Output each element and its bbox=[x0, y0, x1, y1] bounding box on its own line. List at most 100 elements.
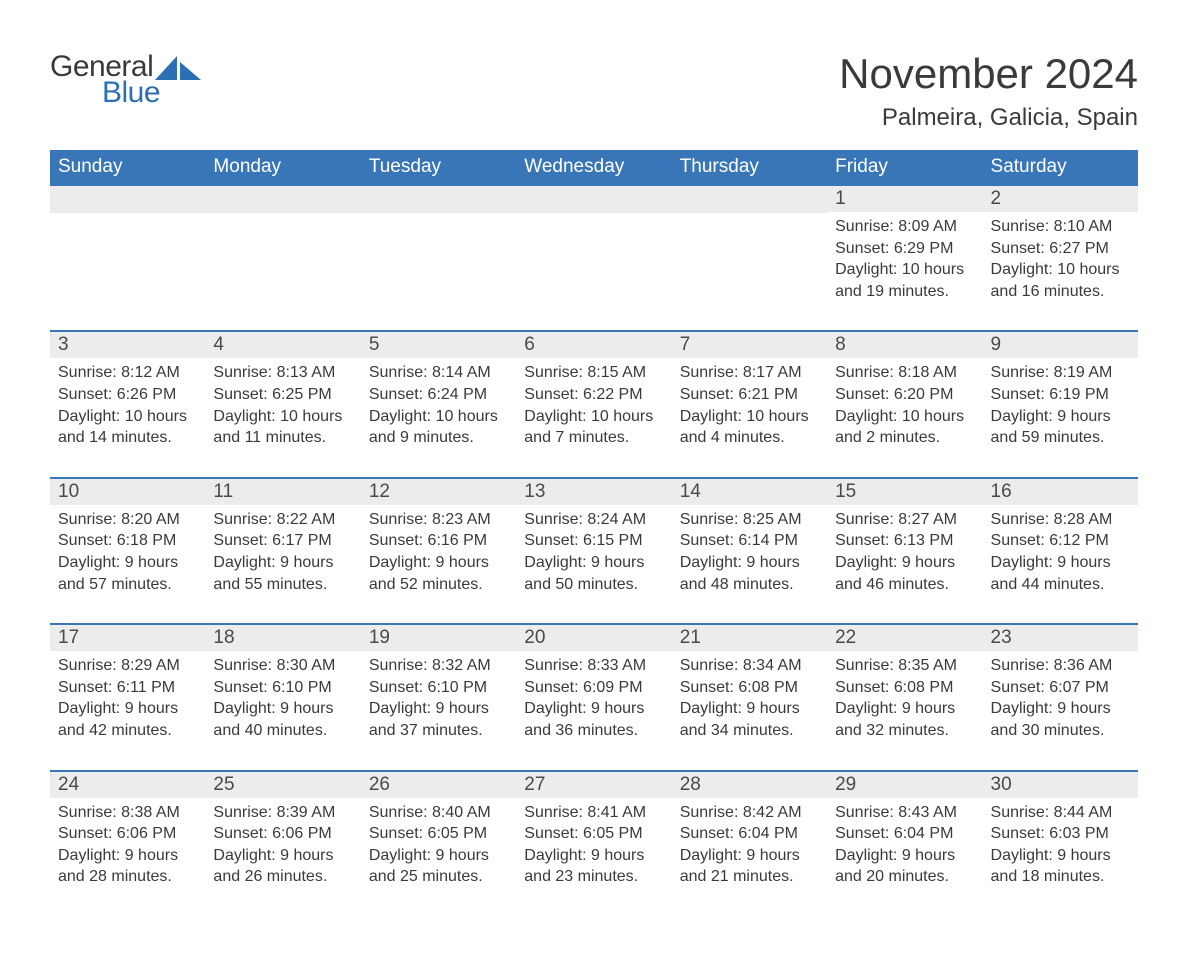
sunrise-line: Sunrise: 8:25 AM bbox=[680, 509, 819, 531]
sunset-value: 6:25 PM bbox=[272, 386, 332, 403]
day-number: 24 bbox=[58, 774, 79, 795]
daylight-line: Daylight: 9 hours and 57 minutes. bbox=[58, 552, 197, 595]
day-number-strip: 16 bbox=[983, 479, 1138, 505]
day-number-strip: 30 bbox=[983, 772, 1138, 798]
sunrise-line: Sunrise: 8:15 AM bbox=[524, 362, 663, 384]
daylight-line: Daylight: 9 hours and 55 minutes. bbox=[213, 552, 352, 595]
sunrise-label: Sunrise: bbox=[524, 804, 587, 821]
daylight-label: Daylight: bbox=[58, 700, 125, 717]
sunset-value: 6:03 PM bbox=[1049, 825, 1109, 842]
sunrise-line: Sunrise: 8:43 AM bbox=[835, 802, 974, 824]
day-number-strip: 14 bbox=[672, 479, 827, 505]
sunset-value: 6:26 PM bbox=[117, 386, 177, 403]
sunset-value: 6:08 PM bbox=[738, 679, 798, 696]
sunset-value: 6:21 PM bbox=[738, 386, 798, 403]
day-details: Sunrise: 8:35 AMSunset: 6:08 PMDaylight:… bbox=[835, 655, 974, 741]
sunrise-line: Sunrise: 8:09 AM bbox=[835, 216, 974, 238]
sunset-line: Sunset: 6:26 PM bbox=[58, 384, 197, 406]
daylight-line: Daylight: 9 hours and 46 minutes. bbox=[835, 552, 974, 595]
daylight-label: Daylight: bbox=[213, 847, 280, 864]
sunset-label: Sunset: bbox=[680, 679, 739, 696]
sunrise-line: Sunrise: 8:36 AM bbox=[991, 655, 1130, 677]
daylight-label: Daylight: bbox=[991, 261, 1058, 278]
sunset-line: Sunset: 6:14 PM bbox=[680, 530, 819, 552]
sunrise-label: Sunrise: bbox=[680, 657, 743, 674]
sunset-line: Sunset: 6:08 PM bbox=[835, 677, 974, 699]
day-cell: 9Sunrise: 8:19 AMSunset: 6:19 PMDaylight… bbox=[983, 331, 1138, 477]
sunrise-line: Sunrise: 8:38 AM bbox=[58, 802, 197, 824]
day-number-strip: 25 bbox=[205, 772, 360, 798]
sunrise-label: Sunrise: bbox=[991, 511, 1054, 528]
sunset-line: Sunset: 6:04 PM bbox=[835, 823, 974, 845]
daylight-line: Daylight: 9 hours and 18 minutes. bbox=[991, 845, 1130, 888]
sunset-line: Sunset: 6:12 PM bbox=[991, 530, 1130, 552]
day-cell: 18Sunrise: 8:30 AMSunset: 6:10 PMDayligh… bbox=[205, 624, 360, 770]
sunset-value: 6:05 PM bbox=[428, 825, 488, 842]
sunrise-value: 8:27 AM bbox=[898, 511, 957, 528]
sunrise-label: Sunrise: bbox=[58, 364, 121, 381]
day-number-strip: 7 bbox=[672, 332, 827, 358]
day-number-strip: 18 bbox=[205, 625, 360, 651]
day-cell: 26Sunrise: 8:40 AMSunset: 6:05 PMDayligh… bbox=[361, 771, 516, 916]
sunrise-line: Sunrise: 8:18 AM bbox=[835, 362, 974, 384]
day-number-strip bbox=[361, 186, 516, 213]
daylight-line: Daylight: 9 hours and 28 minutes. bbox=[58, 845, 197, 888]
day-number: 20 bbox=[524, 627, 545, 648]
sunset-line: Sunset: 6:27 PM bbox=[991, 238, 1130, 260]
sunset-label: Sunset: bbox=[524, 679, 583, 696]
day-number-strip bbox=[205, 186, 360, 213]
daylight-line: Daylight: 9 hours and 44 minutes. bbox=[991, 552, 1130, 595]
day-cell: 12Sunrise: 8:23 AMSunset: 6:16 PMDayligh… bbox=[361, 478, 516, 624]
sunrise-value: 8:33 AM bbox=[587, 657, 646, 674]
day-header: Wednesday bbox=[516, 150, 671, 185]
day-header: Sunday bbox=[50, 150, 205, 185]
sunset-line: Sunset: 6:21 PM bbox=[680, 384, 819, 406]
day-number: 2 bbox=[991, 188, 1002, 209]
sunset-line: Sunset: 6:29 PM bbox=[835, 238, 974, 260]
sunrise-label: Sunrise: bbox=[213, 364, 276, 381]
sunset-line: Sunset: 6:25 PM bbox=[213, 384, 352, 406]
daylight-line: Daylight: 9 hours and 50 minutes. bbox=[524, 552, 663, 595]
day-number: 1 bbox=[835, 188, 846, 209]
day-number: 22 bbox=[835, 627, 856, 648]
day-number: 23 bbox=[991, 627, 1012, 648]
sunset-value: 6:14 PM bbox=[738, 532, 798, 549]
sunset-value: 6:24 PM bbox=[428, 386, 488, 403]
day-number-strip: 11 bbox=[205, 479, 360, 505]
sunrise-line: Sunrise: 8:17 AM bbox=[680, 362, 819, 384]
daylight-label: Daylight: bbox=[369, 554, 436, 571]
calendar-page: General Blue November 2024 Palmeira, Gal… bbox=[0, 0, 1188, 956]
daylight-label: Daylight: bbox=[58, 408, 125, 425]
sunrise-line: Sunrise: 8:22 AM bbox=[213, 509, 352, 531]
day-details: Sunrise: 8:22 AMSunset: 6:17 PMDaylight:… bbox=[213, 509, 352, 595]
daylight-line: Daylight: 9 hours and 23 minutes. bbox=[524, 845, 663, 888]
sunset-label: Sunset: bbox=[680, 386, 739, 403]
daylight-line: Daylight: 9 hours and 48 minutes. bbox=[680, 552, 819, 595]
daylight-label: Daylight: bbox=[835, 408, 902, 425]
day-details: Sunrise: 8:15 AMSunset: 6:22 PMDaylight:… bbox=[524, 362, 663, 448]
day-cell: 1Sunrise: 8:09 AMSunset: 6:29 PMDaylight… bbox=[827, 185, 982, 331]
day-number: 13 bbox=[524, 481, 545, 502]
daylight-line: Daylight: 10 hours and 11 minutes. bbox=[213, 406, 352, 449]
sunset-label: Sunset: bbox=[835, 825, 894, 842]
sunrise-value: 8:09 AM bbox=[898, 218, 957, 235]
daylight-label: Daylight: bbox=[991, 408, 1058, 425]
sunset-label: Sunset: bbox=[835, 679, 894, 696]
day-cell: 8Sunrise: 8:18 AMSunset: 6:20 PMDaylight… bbox=[827, 331, 982, 477]
sunrise-value: 8:13 AM bbox=[277, 364, 336, 381]
sunrise-value: 8:24 AM bbox=[587, 511, 646, 528]
day-number-strip: 15 bbox=[827, 479, 982, 505]
day-number-strip: 23 bbox=[983, 625, 1138, 651]
daylight-label: Daylight: bbox=[835, 554, 902, 571]
daylight-line: Daylight: 10 hours and 14 minutes. bbox=[58, 406, 197, 449]
sunset-line: Sunset: 6:06 PM bbox=[213, 823, 352, 845]
day-cell: 17Sunrise: 8:29 AMSunset: 6:11 PMDayligh… bbox=[50, 624, 205, 770]
sunset-value: 6:08 PM bbox=[894, 679, 954, 696]
sunset-label: Sunset: bbox=[991, 240, 1050, 257]
sunset-label: Sunset: bbox=[680, 532, 739, 549]
day-number: 26 bbox=[369, 774, 390, 795]
day-number-strip: 27 bbox=[516, 772, 671, 798]
day-number-strip: 28 bbox=[672, 772, 827, 798]
day-cell: 27Sunrise: 8:41 AMSunset: 6:05 PMDayligh… bbox=[516, 771, 671, 916]
week-row: 24 Sunrise: 8:38 AM Sunset: 6:06 PM Dayligh… bbox=[50, 771, 1138, 916]
